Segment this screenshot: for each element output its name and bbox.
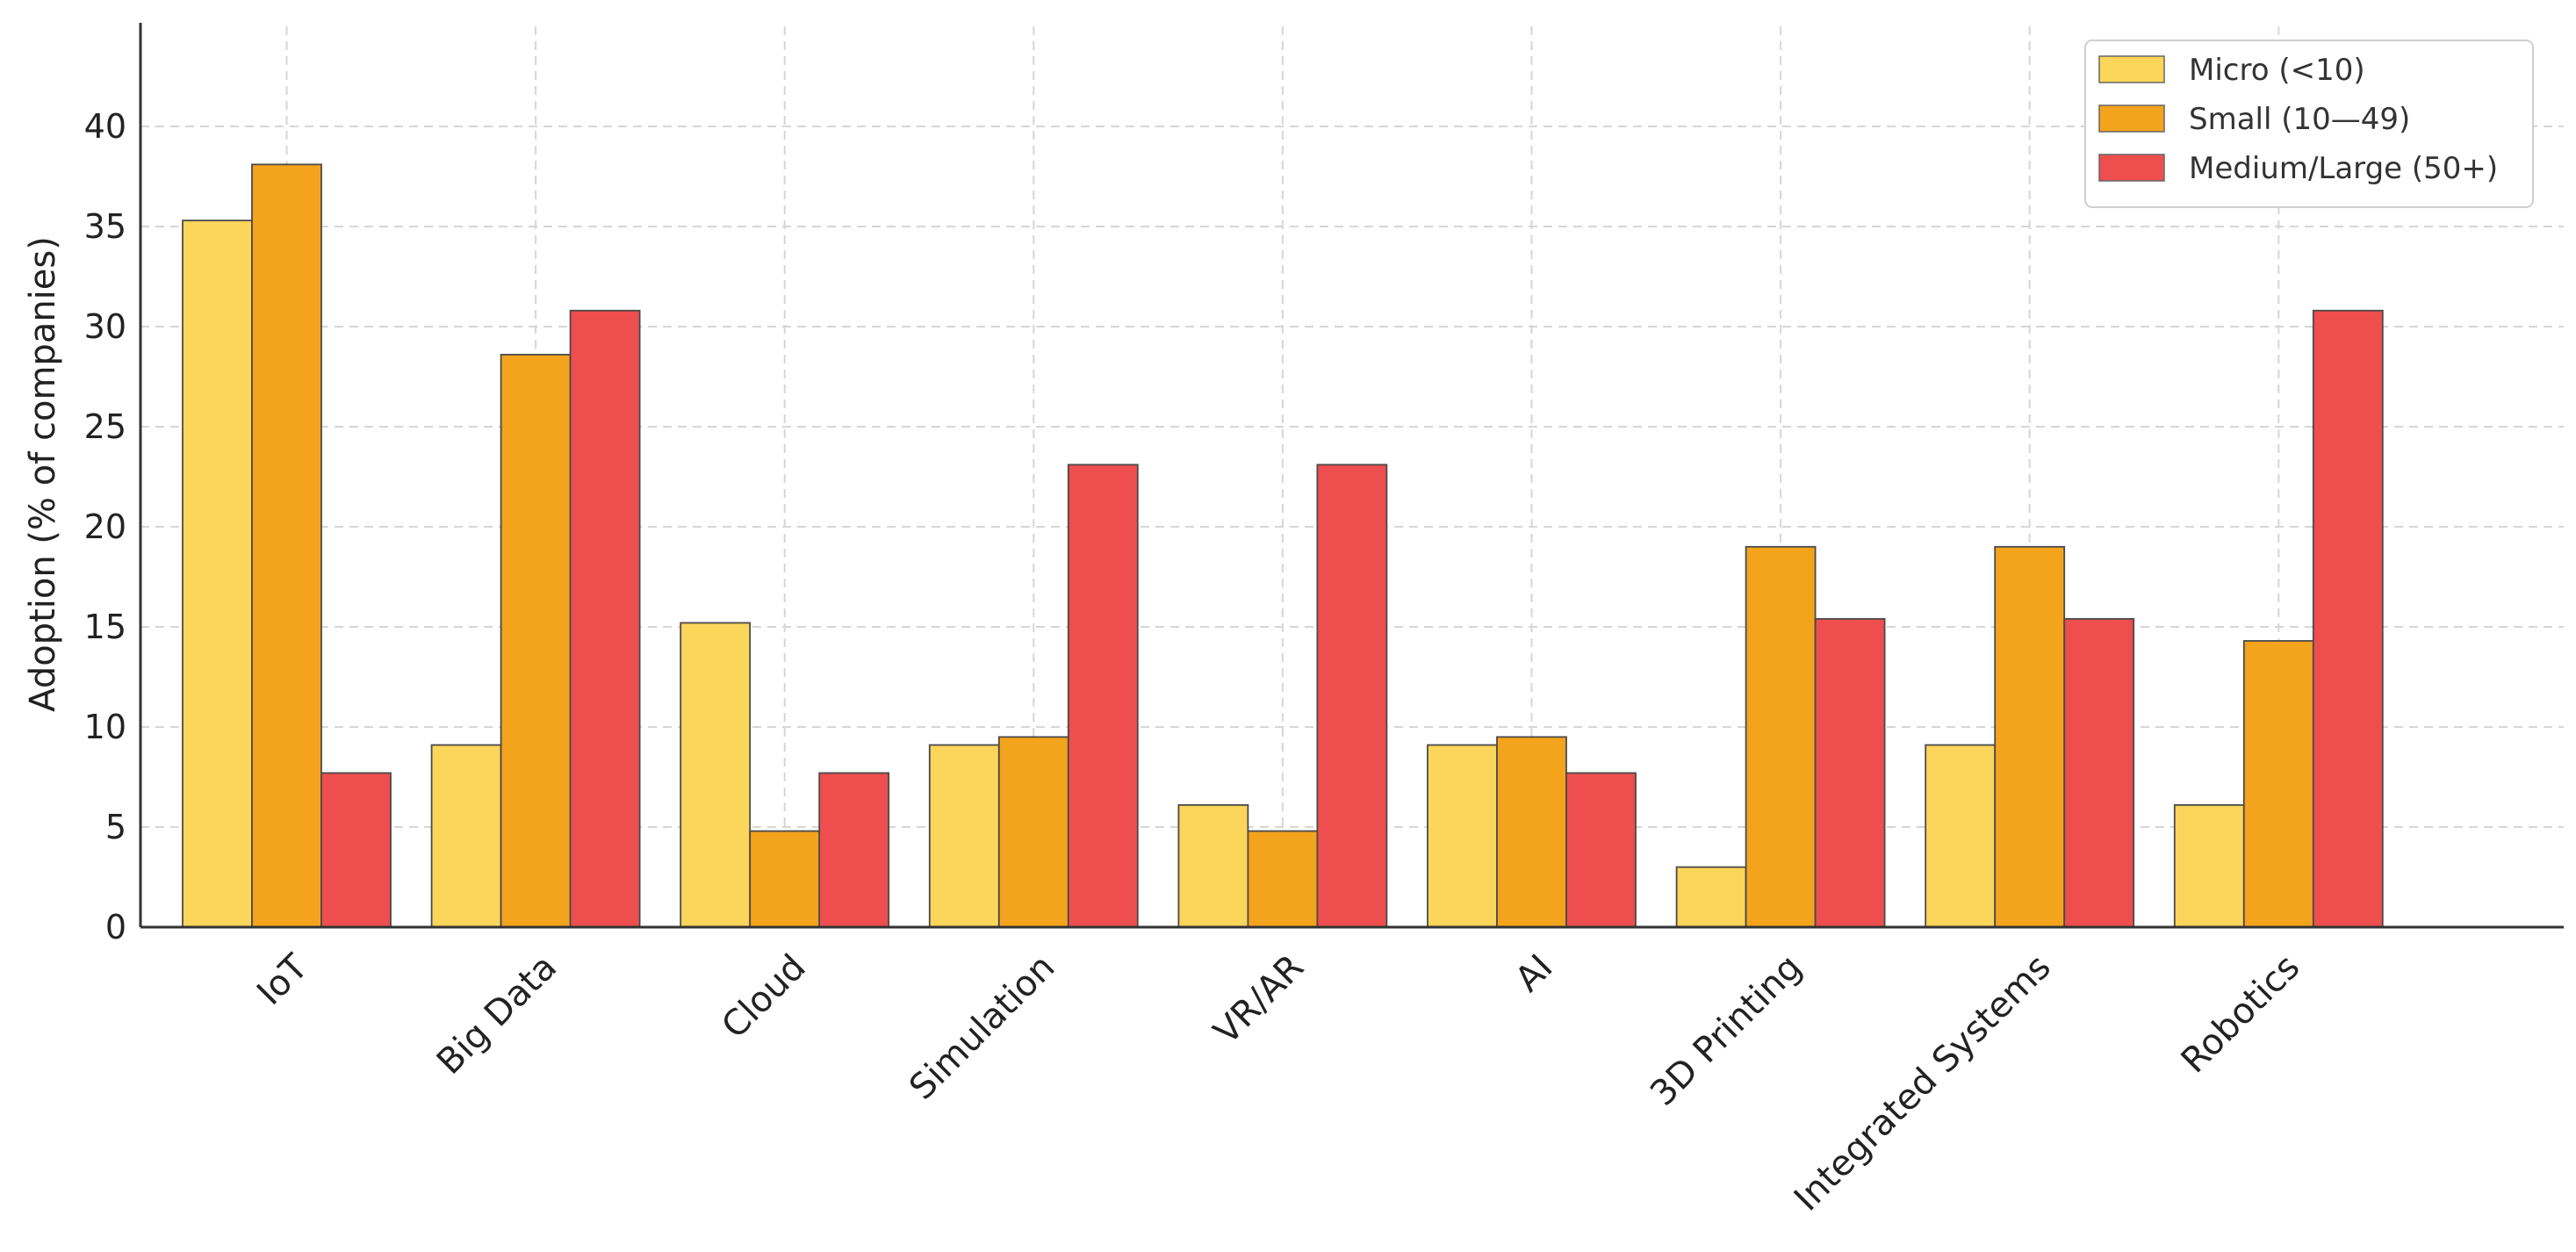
bar-iot-series-2	[320, 772, 392, 928]
legend-label-1: Small (10—49)	[2189, 102, 2410, 137]
x-tick-label-4: VR/AR	[1206, 947, 1312, 1053]
axes	[139, 23, 2564, 929]
x-tick-label-7: Integrated Systems	[1787, 947, 2059, 1220]
legend-label-2: Medium/Large (50+)	[2189, 151, 2498, 186]
x-tick-label-0: IoT	[249, 946, 316, 1013]
x-tick-label-8: Robotics	[2174, 947, 2308, 1082]
bar-simulation-series-0	[928, 744, 1000, 928]
bar-big-data-series-1	[500, 354, 572, 928]
x-tick-label-6: 3D Printing	[1643, 947, 1810, 1114]
legend: Micro (<10) Small (10—49) Medium/Large (50…	[2084, 40, 2534, 208]
bar-vr-ar-series-0	[1177, 804, 1249, 928]
y-tick-label-10: 10	[84, 708, 126, 746]
bar-robotics-series-2	[2312, 309, 2384, 928]
y-tick-label-20: 20	[84, 507, 126, 546]
y-axis-title: Adoption (% of companies)	[23, 236, 63, 712]
bar-robotics-series-1	[2242, 640, 2314, 928]
bar-simulation-series-2	[1067, 464, 1139, 928]
legend-swatch-0	[2098, 55, 2165, 83]
y-tick-label-0: 0	[105, 908, 126, 946]
x-tick-label-3: Simulation	[902, 947, 1062, 1108]
bars	[182, 163, 2384, 928]
bar-ai-series-0	[1427, 744, 1498, 928]
bar-vr-ar-series-2	[1316, 464, 1388, 928]
bar-big-data-series-2	[569, 309, 641, 928]
tick-labels: 0 5 10 15 20 25 30 35 40 IoT Big Data Cloud Simulati…	[84, 107, 2308, 1219]
bar-integrated-systems-series-1	[1994, 545, 2066, 928]
y-tick-label-40: 40	[84, 107, 126, 146]
y-tick-label-25: 25	[84, 407, 126, 446]
bar-cloud-series-1	[749, 830, 821, 928]
y-tick-label-35: 35	[84, 207, 126, 246]
x-tick-label-1: Big Data	[429, 947, 565, 1083]
legend-box	[2084, 40, 2534, 208]
bar-cloud-series-0	[680, 622, 752, 928]
legend-label-0: Micro (<10)	[2189, 53, 2365, 88]
bar-cloud-series-2	[818, 772, 890, 928]
y-tick-label-15: 15	[84, 608, 126, 646]
bar-simulation-series-1	[997, 736, 1069, 928]
bar-robotics-series-0	[2173, 804, 2245, 928]
legend-swatch-2	[2098, 154, 2165, 182]
x-tick-label-5: AI	[1507, 947, 1560, 1000]
bar-iot-series-1	[251, 163, 322, 928]
y-tick-label-30: 30	[84, 307, 126, 346]
bar-integrated-systems-series-0	[1925, 744, 1997, 928]
bar-ai-series-1	[1496, 736, 1567, 928]
bar-integrated-systems-series-2	[2063, 617, 2135, 928]
bar-iot-series-0	[182, 219, 253, 928]
bar-vr-ar-series-1	[1247, 830, 1319, 928]
x-tick-label-2: Cloud	[714, 947, 813, 1047]
bar-3d-printing-series-0	[1675, 866, 1747, 928]
legend-swatch-1	[2098, 104, 2165, 133]
y-tick-label-5: 5	[105, 808, 126, 846]
bar-3d-printing-series-2	[1814, 617, 1886, 928]
bar-big-data-series-0	[430, 744, 502, 928]
bar-3d-printing-series-1	[1745, 545, 1817, 928]
bar-ai-series-2	[1565, 772, 1637, 928]
